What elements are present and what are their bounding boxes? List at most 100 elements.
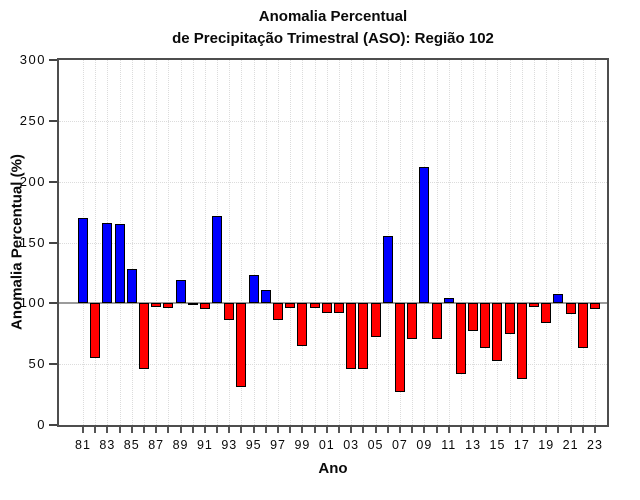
x-tick-label: 97 xyxy=(270,438,286,452)
x-tick xyxy=(484,427,487,433)
x-tick xyxy=(569,427,572,433)
x-tick xyxy=(240,427,243,433)
x-tick xyxy=(386,427,389,433)
bar-89 xyxy=(175,280,186,304)
x-tick-label: 85 xyxy=(123,438,140,452)
x-tick-label: 87 xyxy=(148,438,165,452)
x-tick-label: 23 xyxy=(587,438,603,452)
bar-06 xyxy=(382,236,393,304)
bar-04 xyxy=(358,303,369,370)
x-tick xyxy=(313,427,316,433)
y-tick-label: 300 xyxy=(19,52,46,67)
bar-12 xyxy=(455,303,466,374)
x-tick xyxy=(228,427,231,433)
y-tick-label: 0 xyxy=(37,417,46,432)
y-tick-label: 100 xyxy=(19,295,46,311)
horizontal-gridline xyxy=(59,120,607,122)
horizontal-gridline xyxy=(59,181,607,183)
bar-22 xyxy=(577,303,588,349)
x-tick xyxy=(325,427,328,433)
bar-95 xyxy=(248,275,259,304)
x-tick xyxy=(167,427,170,433)
y-tick xyxy=(49,424,57,426)
x-tick xyxy=(423,427,426,433)
x-tick-label: 91 xyxy=(196,438,213,452)
bar-10 xyxy=(431,303,442,339)
x-tick xyxy=(398,427,401,433)
x-tick xyxy=(362,427,365,433)
x-tick-label: 03 xyxy=(343,438,360,452)
x-tick xyxy=(447,427,450,433)
bar-17 xyxy=(516,303,527,379)
x-tick xyxy=(594,427,596,433)
x-tick-label: 05 xyxy=(367,438,384,452)
bar-21 xyxy=(565,303,576,315)
x-tick-label: 13 xyxy=(465,438,482,452)
y-tick-label: 200 xyxy=(19,173,46,189)
y-tick-label: 50 xyxy=(28,356,46,372)
bar-93 xyxy=(224,303,235,321)
x-tick-label: 81 xyxy=(75,438,91,452)
horizontal-gridline xyxy=(59,242,607,244)
x-tick xyxy=(94,427,97,433)
bar-08 xyxy=(407,303,418,339)
x-tick-label: 07 xyxy=(391,438,408,452)
x-tick xyxy=(130,427,133,433)
x-tick xyxy=(496,427,499,433)
x-tick xyxy=(411,427,414,433)
bar-18 xyxy=(529,303,540,307)
x-tick-label: 19 xyxy=(538,438,555,452)
x-tick xyxy=(472,427,475,433)
x-tick-label: 17 xyxy=(513,438,530,452)
chart-title-line1: Anomalia Percentual xyxy=(258,8,408,25)
x-tick xyxy=(191,427,194,433)
x-tick xyxy=(459,427,462,433)
bar-96 xyxy=(260,289,271,304)
bar-14 xyxy=(480,303,491,349)
bar-16 xyxy=(504,303,515,334)
x-tick xyxy=(557,427,560,433)
x-tick xyxy=(545,427,548,433)
bar-97 xyxy=(273,303,284,321)
bar-85 xyxy=(126,269,137,304)
x-tick xyxy=(216,427,219,433)
x-tick-label: 95 xyxy=(245,438,262,452)
y-tick xyxy=(49,363,57,366)
x-tick xyxy=(374,427,377,433)
x-tick xyxy=(338,427,340,433)
x-tick xyxy=(155,427,158,433)
bar-81 xyxy=(78,218,88,304)
bar-82 xyxy=(90,303,101,359)
x-tick xyxy=(301,427,304,433)
bar-92 xyxy=(212,215,223,304)
bar-11 xyxy=(443,298,454,304)
x-tick xyxy=(350,427,353,433)
bar-01 xyxy=(321,303,332,314)
bar-19 xyxy=(541,303,552,323)
x-tick xyxy=(289,427,292,433)
bar-99 xyxy=(297,303,308,346)
x-tick-label: 09 xyxy=(416,438,433,452)
x-tick xyxy=(106,427,109,433)
x-tick-label: 89 xyxy=(172,438,189,452)
bar-05 xyxy=(370,303,381,338)
bar-02 xyxy=(334,303,344,314)
bar-84 xyxy=(114,224,125,304)
bar-86 xyxy=(138,303,149,370)
x-tick-label: 99 xyxy=(294,438,311,452)
x-tick xyxy=(277,427,280,433)
y-tick xyxy=(49,302,57,305)
x-tick xyxy=(508,427,511,433)
x-tick xyxy=(264,427,267,433)
chart-title-line2: de Precipitação Trimestral (ASO): Região… xyxy=(172,30,494,47)
x-tick xyxy=(179,427,182,433)
x-tick-label: 93 xyxy=(221,438,238,452)
bar-23 xyxy=(590,303,600,310)
y-tick xyxy=(49,59,57,61)
bar-07 xyxy=(394,303,405,393)
x-tick-label: 01 xyxy=(318,438,335,452)
y-tick xyxy=(49,180,57,183)
bar-88 xyxy=(163,303,174,309)
x-tick xyxy=(533,427,536,433)
